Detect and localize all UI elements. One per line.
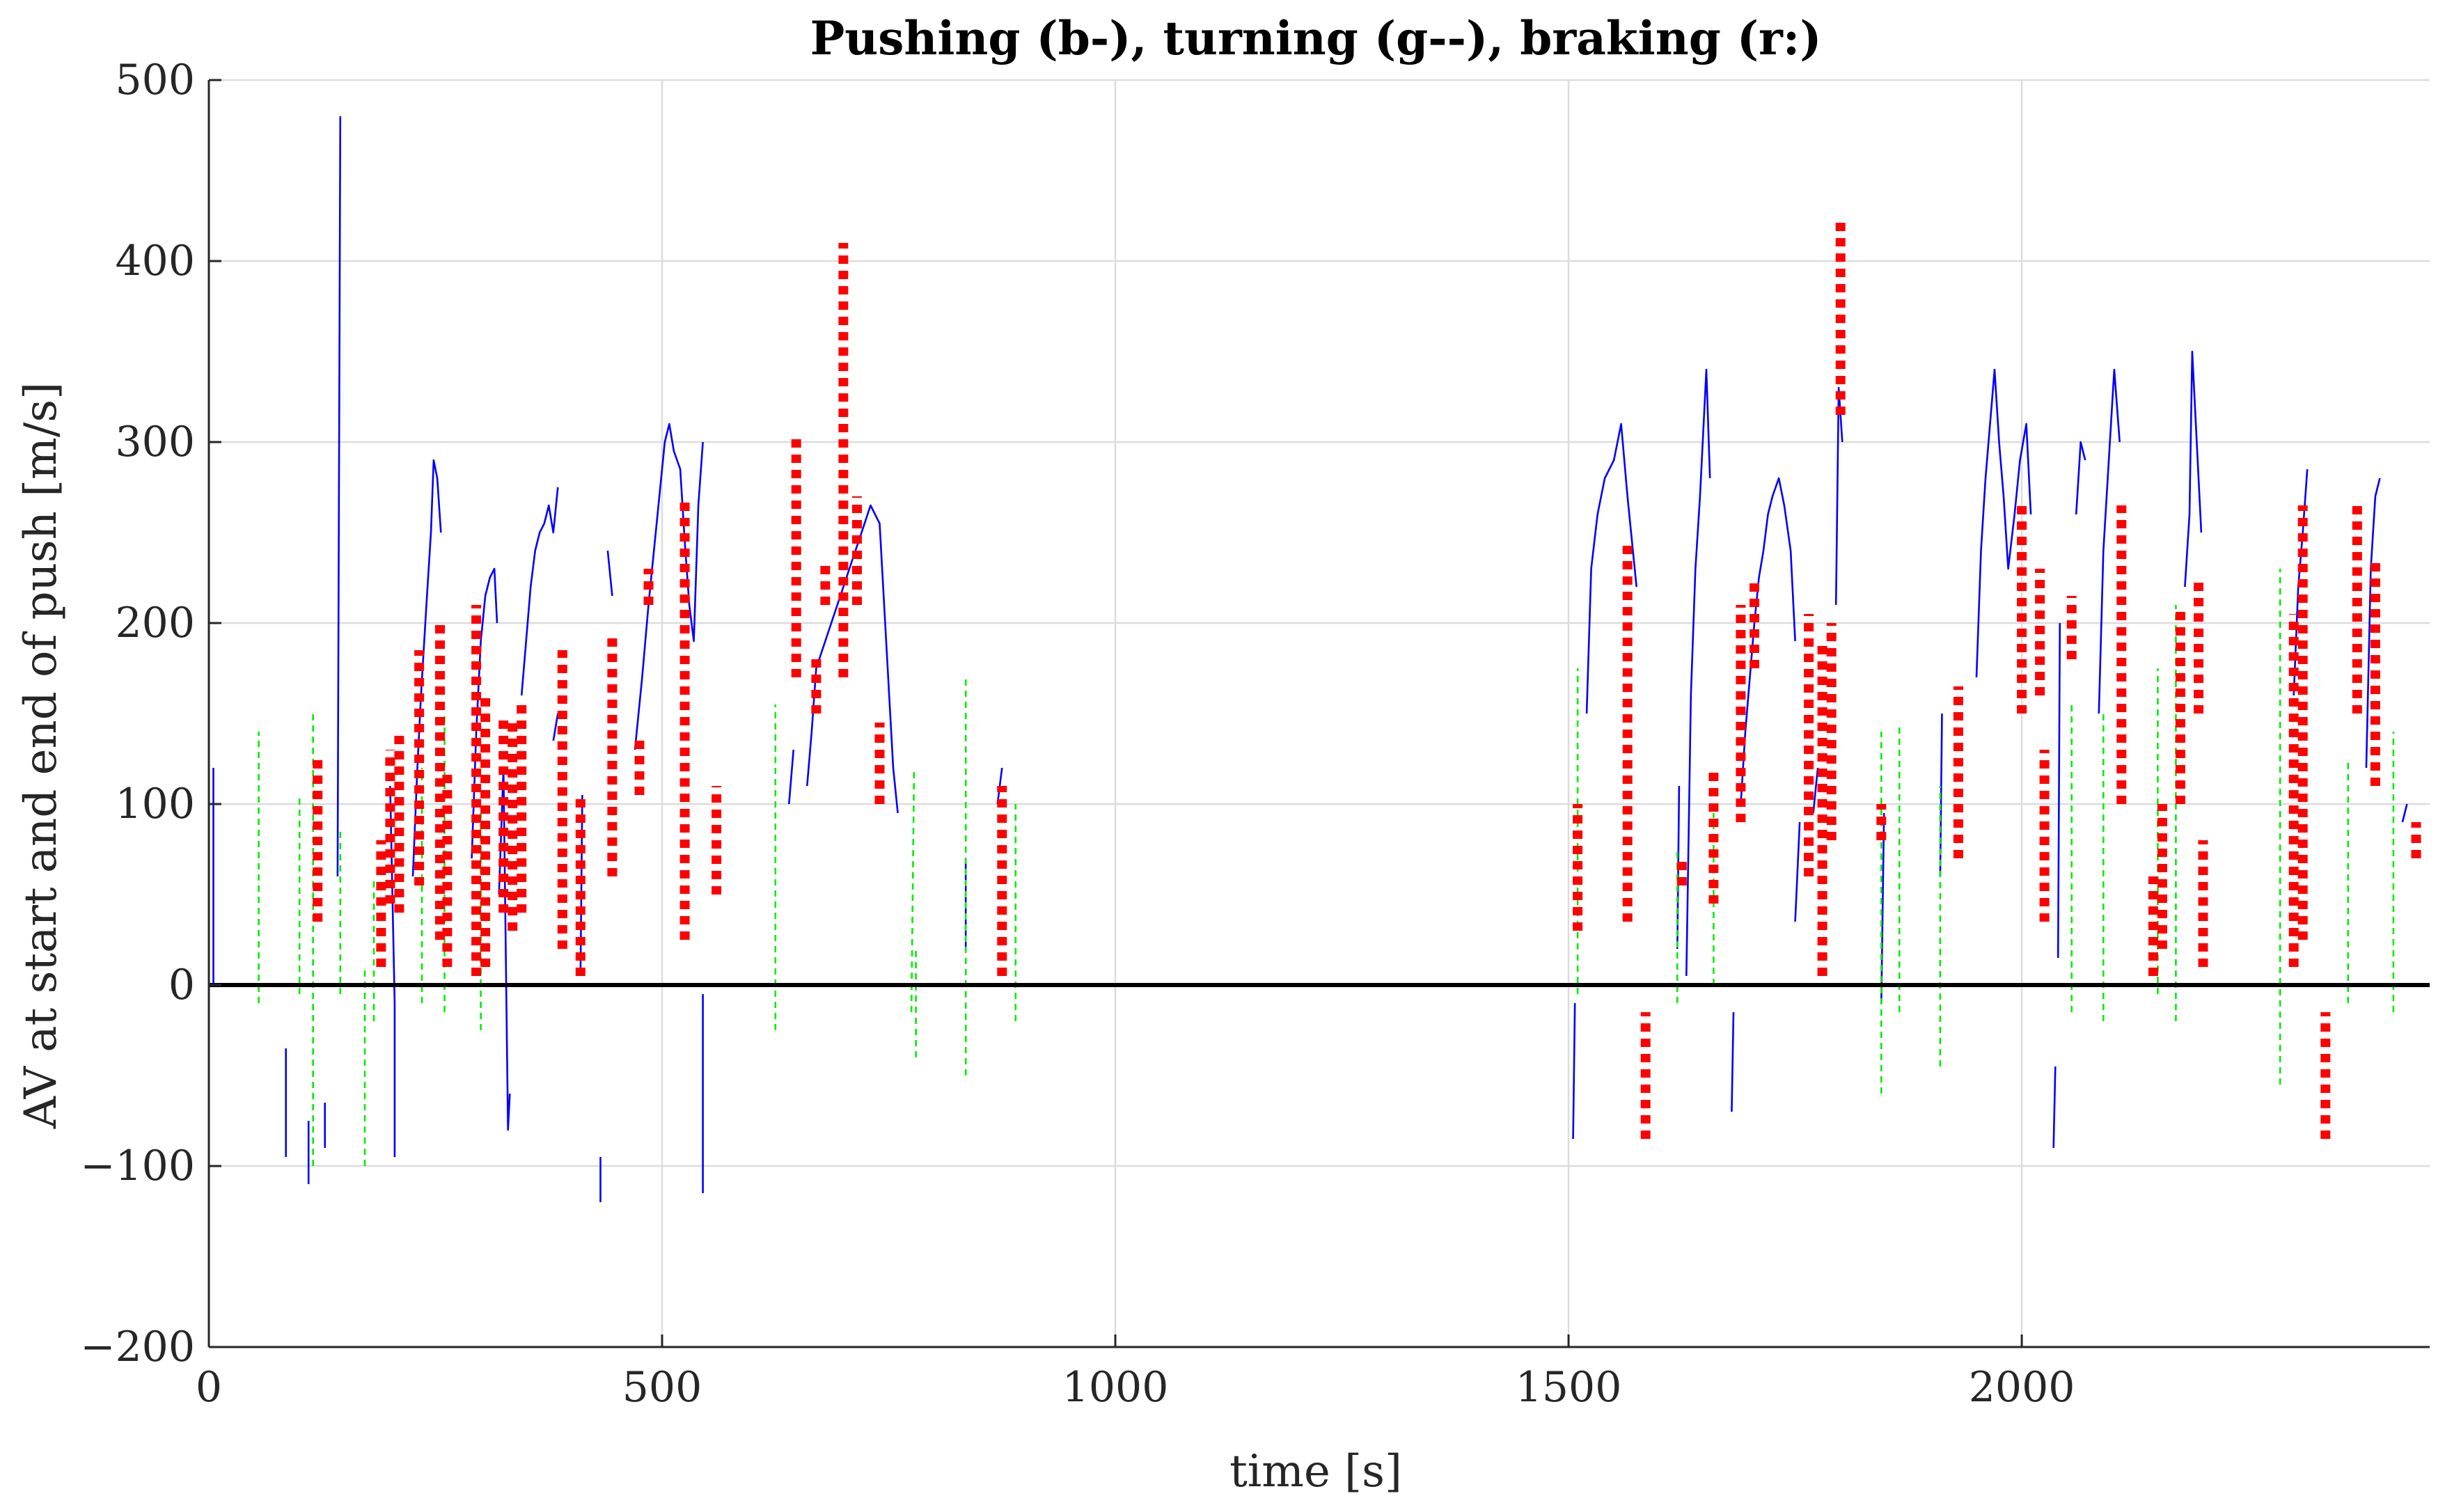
turning-segment: [910, 767, 915, 1013]
x-tick-label: 1500: [1516, 1363, 1622, 1412]
pushing-segment: [2365, 478, 2381, 769]
x-tick-label: 1000: [1062, 1363, 1169, 1412]
y-tick-label: 200: [115, 599, 195, 647]
x-tick-label: 0: [196, 1363, 222, 1412]
series-braking: [313, 216, 2421, 1139]
pushing-segment: [389, 785, 396, 1157]
pushing-segment: [1685, 368, 1711, 977]
pushing-segment: [1740, 477, 1796, 805]
pushing-segment: [1585, 423, 1637, 714]
pushing-segment: [1834, 386, 1843, 606]
x-tick-label: 2000: [1969, 1363, 2075, 1412]
pushing-segment: [2401, 803, 2408, 823]
pushing-segment: [1975, 368, 2032, 678]
pushing-segment: [471, 567, 498, 859]
series-turning: [258, 569, 2395, 1166]
x-tick-label: 500: [622, 1363, 702, 1412]
pushing-segment: [2057, 622, 2061, 959]
pushing-segment: [606, 550, 613, 597]
pushing-segment: [579, 794, 583, 977]
y-tick-label: −200: [80, 1323, 195, 1371]
pushing-segment: [634, 423, 704, 750]
x-axis-label: time [s]: [1229, 1446, 1402, 1497]
y-tick-label: 400: [115, 237, 195, 285]
pushing-segment: [520, 487, 559, 696]
pushing-segment: [336, 116, 342, 877]
axes: 0 500 1000 1500 2000 −200 −100 0 100 200 300 400 500: [80, 56, 2430, 1412]
pushing-segment: [552, 713, 559, 741]
y-tick-label: 100: [115, 780, 195, 828]
pushing-segment: [788, 749, 795, 805]
pushing-segment: [1731, 1011, 1735, 1112]
y-tick-label: −100: [80, 1142, 195, 1190]
pushing-segment: [1794, 821, 1801, 922]
y-tick-label: 500: [115, 56, 195, 104]
pushing-segment: [2075, 441, 2086, 515]
y-tick-label: 0: [168, 961, 195, 1009]
pushing-segment: [1880, 812, 1885, 1004]
y-tick-label: 300: [115, 418, 195, 466]
pushing-segment: [2184, 350, 2203, 588]
pushing-segment: [1812, 767, 1819, 814]
chart-title: Pushing (b-), turning (g--), braking (r:…: [810, 11, 1822, 65]
pushing-segment: [806, 504, 899, 814]
y-axis-label: AV at start and end of push [m/s]: [15, 382, 67, 1129]
pushing-segment: [2052, 1066, 2057, 1149]
series-layer: [212, 116, 2421, 1202]
pushing-segment: [1572, 1002, 1576, 1140]
pushing-segment: [2098, 368, 2121, 714]
